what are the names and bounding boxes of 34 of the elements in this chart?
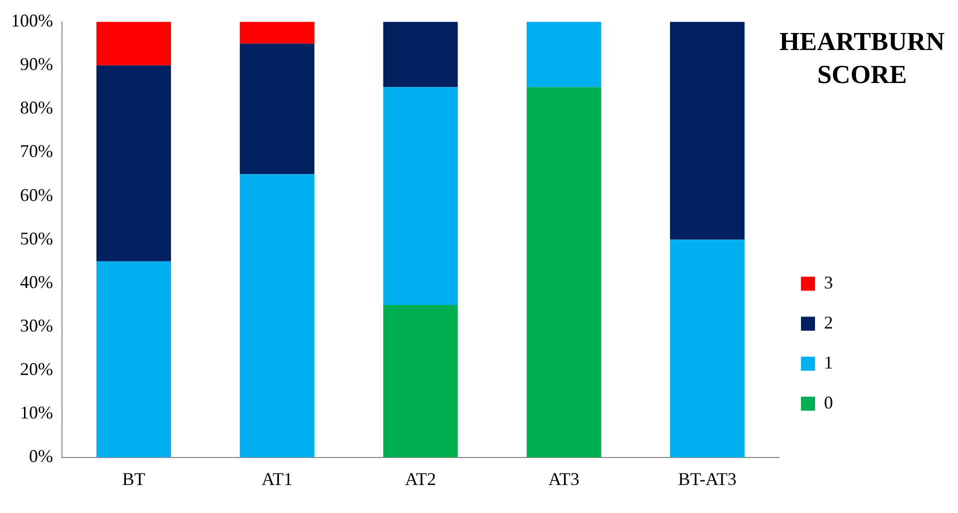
y-tick-label: 50% (20, 228, 53, 248)
x-tick-label: AT2 (404, 468, 436, 489)
bar (240, 22, 314, 44)
y-tick-label: 40% (20, 272, 53, 292)
bar (670, 240, 745, 458)
x-tick-label: BT-AT3 (678, 468, 736, 489)
legend-title: HEARTBURN SCORE (778, 26, 946, 90)
bar (526, 22, 602, 88)
y-tick-label: 10% (20, 402, 53, 423)
legend-label: 0 (824, 392, 833, 412)
bar (240, 44, 314, 174)
bar (526, 87, 602, 458)
legend-label: 2 (824, 312, 833, 332)
bar (670, 22, 745, 240)
y-tick-label: 0% (28, 446, 53, 466)
y-tick-label: 30% (20, 315, 53, 336)
y-tick-label: 90% (20, 54, 53, 74)
y-tick-label: 60% (20, 184, 53, 205)
bar (383, 304, 458, 458)
legend-label: 3 (824, 272, 833, 292)
x-tick-label: BT (122, 468, 146, 489)
bar (383, 87, 458, 305)
bar (383, 22, 458, 88)
y-tick-label: 70% (20, 141, 53, 162)
bar (96, 22, 171, 66)
x-tick-label: AT3 (548, 468, 580, 489)
legend-label: 1 (824, 352, 833, 372)
y-tick-label: 80% (20, 98, 53, 118)
x-tick-label: AT1 (262, 468, 293, 489)
bar (96, 65, 171, 262)
bar (240, 174, 314, 458)
bar (96, 261, 171, 458)
y-tick-label: 20% (20, 359, 53, 380)
y-tick-label: 100% (10, 10, 53, 31)
